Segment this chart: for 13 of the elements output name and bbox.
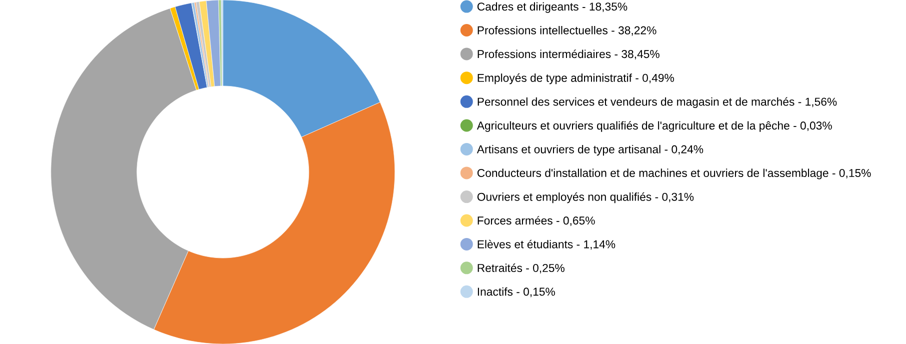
legend-label: Forces armées - 0,65% — [478, 216, 595, 226]
legend-label: Conducteurs d'installation et de machines et ouvriers de l'assemblage - 0,15% — [477, 168, 871, 180]
legend-label: Elèves et étudiants - 1,14% — [478, 240, 616, 250]
legend-label: Employés de type administratif - 0,49% — [478, 73, 674, 84]
legend-label: Cadres et dirigeants - 18,35% — [477, 2, 628, 13]
legend-label: Ouvriers et employés non qualifiés - 0,31% — [477, 192, 694, 204]
legend-label: Inactifs - 0,15% — [478, 287, 555, 298]
legend-label: Agriculteurs et ouvriers qualifiés de l'agriculture et de la pêche - 0,03% — [476, 121, 832, 132]
legend-label: Personnel des services et vendeurs de magasin et de marchés - 1,56% — [478, 97, 837, 108]
legend-label: Retraités - 0,25% — [478, 264, 564, 274]
legend-label: Professions intermédiaires - 38,45% — [478, 50, 660, 60]
legend-label: Artisans et ouvriers de type artisanal - 0,24% — [476, 144, 704, 156]
legend-label: Professions intellectuelles - 38,22% — [478, 26, 656, 36]
